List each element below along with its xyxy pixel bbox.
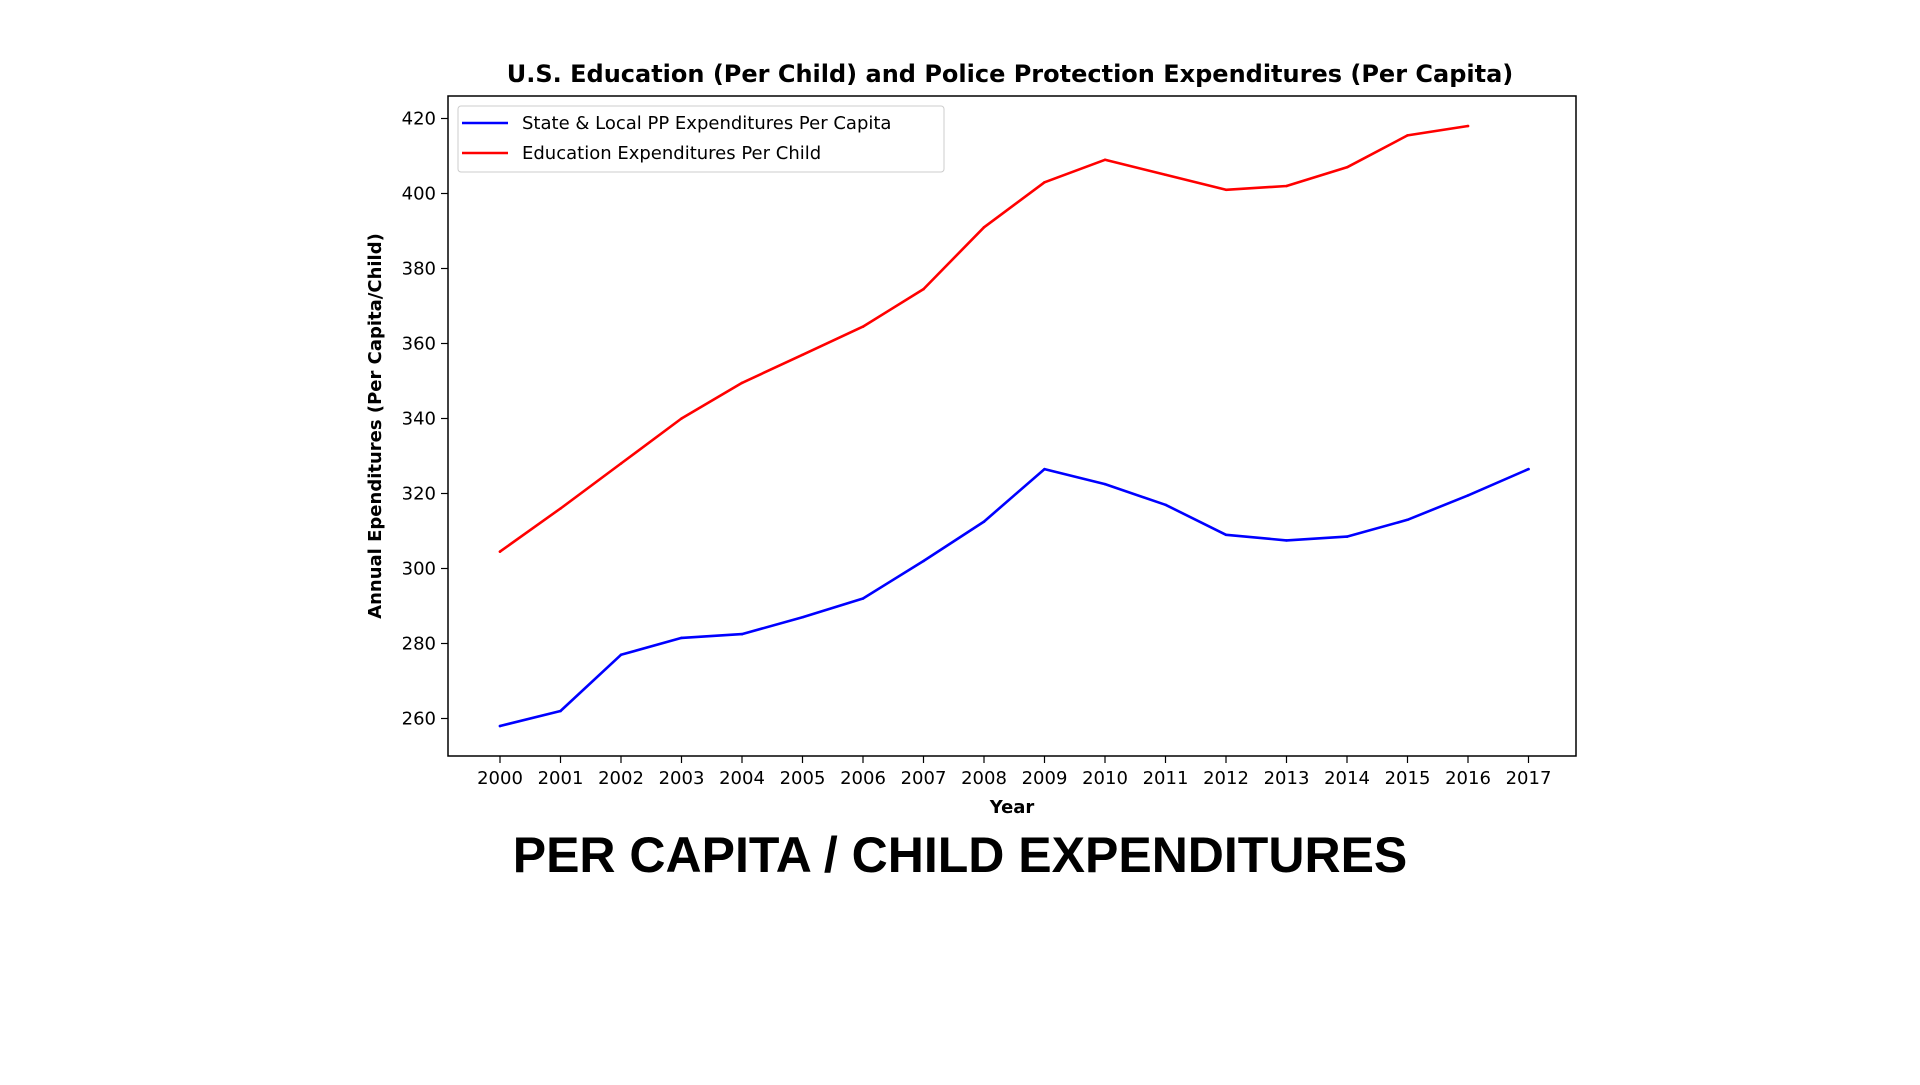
data-point xyxy=(1043,180,1046,184)
y-tick-label: 300 xyxy=(402,559,436,580)
data-point xyxy=(1345,165,1349,169)
series-lines xyxy=(498,124,1530,728)
series-line-1 xyxy=(498,467,1530,728)
x-tick-label: 2014 xyxy=(1324,768,1370,789)
data-point xyxy=(1043,467,1046,471)
series-line-2 xyxy=(498,124,1470,553)
data-point xyxy=(1164,173,1167,177)
x-tick-label: 2009 xyxy=(1022,768,1068,789)
data-point xyxy=(801,615,804,619)
x-tick-label: 2008 xyxy=(961,768,1007,789)
data-point xyxy=(982,225,986,229)
data-point xyxy=(619,462,623,465)
x-tick-label: 2005 xyxy=(780,768,826,789)
data-point xyxy=(1164,503,1167,507)
legend-label: State & Local PP Expenditures Per Capita xyxy=(522,113,891,134)
x-tick-label: 2016 xyxy=(1445,768,1491,789)
data-point xyxy=(619,653,623,657)
x-axis: 2000 2001 2002 2003 2004 2005 2006 2007 2008 2009… xyxy=(477,756,1551,789)
x-tick-label: 2003 xyxy=(659,768,705,789)
x-tick-label: 2001 xyxy=(538,768,584,789)
data-point xyxy=(982,520,986,523)
data-point xyxy=(680,636,683,640)
data-point xyxy=(1285,184,1288,188)
x-tick-label: 2007 xyxy=(901,768,947,789)
y-axis: 260 280 300 320 340 360 380 400 420 xyxy=(402,109,448,730)
data-point xyxy=(1103,158,1107,162)
data-point xyxy=(1466,494,1470,497)
y-tick-label: 280 xyxy=(402,634,436,655)
y-tick-label: 360 xyxy=(402,334,436,355)
data-point xyxy=(559,709,562,713)
data-point xyxy=(498,550,502,553)
data-point xyxy=(1466,124,1470,128)
y-tick-label: 380 xyxy=(402,259,436,280)
x-tick-label: 2011 xyxy=(1143,768,1189,789)
y-tick-label: 260 xyxy=(402,709,436,730)
x-tick-label: 2000 xyxy=(477,768,523,789)
data-point xyxy=(559,507,562,510)
data-point xyxy=(498,724,502,728)
legend-label: Education Expenditures Per Child xyxy=(522,143,821,164)
x-tick-label: 2010 xyxy=(1082,768,1128,789)
chart-title: U.S. Education (Per Child) and Police Pr… xyxy=(507,60,1514,88)
x-tick-label: 2002 xyxy=(598,768,644,789)
y-tick-label: 400 xyxy=(402,184,436,205)
slide-caption: PER CAPITA / CHILD EXPENDITURES xyxy=(512,827,1408,883)
data-point xyxy=(1406,134,1409,137)
data-point xyxy=(922,559,925,563)
data-point xyxy=(1103,482,1107,486)
data-point xyxy=(740,381,744,385)
x-tick-label: 2015 xyxy=(1385,768,1431,789)
data-point xyxy=(1224,188,1228,192)
data-point xyxy=(1345,535,1349,538)
y-tick-label: 320 xyxy=(402,484,436,505)
data-point xyxy=(861,325,865,328)
legend-box xyxy=(457,105,945,173)
y-tick-label: 420 xyxy=(402,109,436,130)
x-tick-label: 2012 xyxy=(1203,768,1249,789)
x-tick-label: 2004 xyxy=(719,768,765,789)
y-tick-label: 340 xyxy=(402,409,436,430)
data-point xyxy=(1285,539,1288,542)
x-tick-label: 2013 xyxy=(1264,768,1310,789)
data-point xyxy=(1406,518,1409,522)
legend: State & Local PP Expenditures Per Capita… xyxy=(457,105,945,173)
data-point xyxy=(1224,533,1228,537)
data-point xyxy=(740,632,744,636)
data-point xyxy=(680,417,683,420)
data-point xyxy=(861,597,865,600)
x-tick-label: 2017 xyxy=(1506,768,1552,789)
x-axis-label: Year xyxy=(989,797,1035,818)
plot-frame xyxy=(447,95,1577,757)
y-axis-label: Annual Ependitures (Per Capita/Child) xyxy=(365,233,386,619)
data-point xyxy=(922,287,925,291)
data-point xyxy=(801,353,804,357)
x-tick-label: 2006 xyxy=(840,768,886,789)
data-point xyxy=(1527,467,1530,471)
